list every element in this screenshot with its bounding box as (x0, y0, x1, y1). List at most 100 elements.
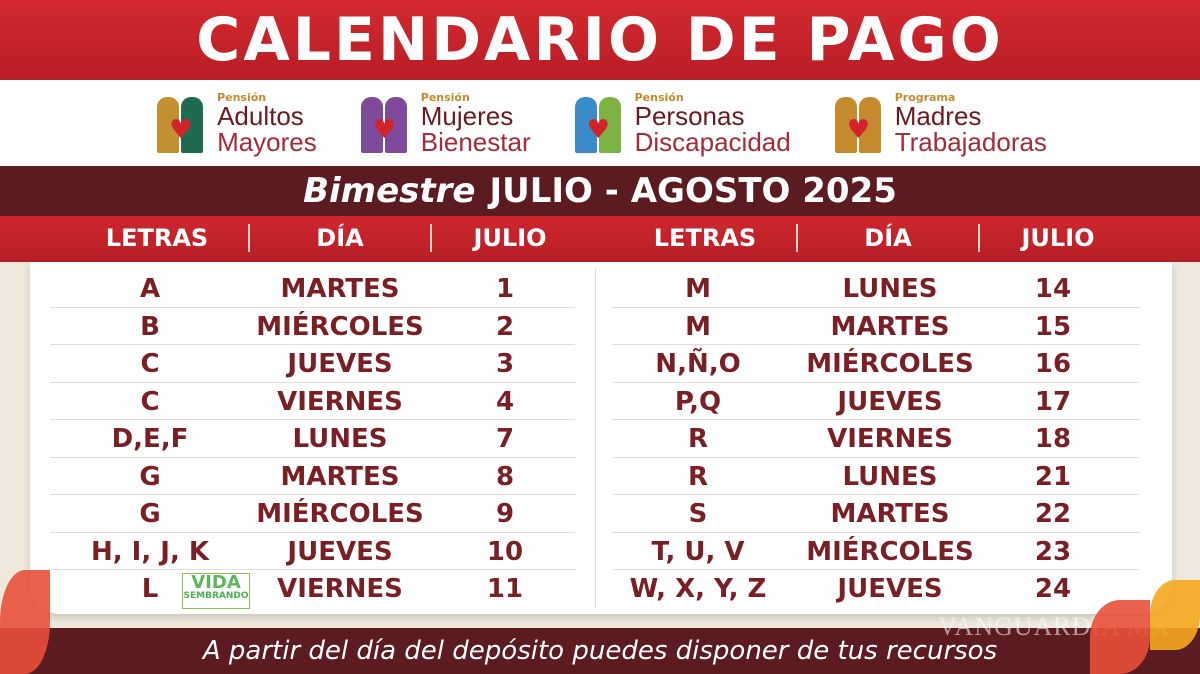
row-letters: G (139, 499, 161, 529)
row-date: 1 (495, 274, 515, 304)
table-row: D,E,F LUNES 7 (50, 420, 575, 458)
row-day: MARTES (830, 499, 950, 529)
row-day: LUNES (292, 424, 388, 454)
footer-note: A partir del día del depósito puedes dis… (0, 628, 1200, 674)
divider (796, 224, 798, 252)
table-row: R LUNES 21 (612, 458, 1140, 495)
row-date: 16 (1034, 349, 1072, 379)
table-row: M LUNES 14 (612, 270, 1140, 308)
period-months: JULIO - AGOSTO 2025 (489, 171, 897, 211)
row-day: JUEVES (287, 349, 393, 379)
row-day: VIERNES (277, 574, 403, 604)
program-icon: ♥ (153, 91, 209, 155)
row-letters: M (685, 274, 711, 304)
row-day: JUEVES (837, 386, 943, 417)
program-logo: ♥ Pensión Adultos Mayores (153, 91, 317, 155)
table-row: B MIÉRCOLES 2 (50, 308, 575, 345)
row-date: 8 (495, 461, 515, 492)
row-day: MIÉRCOLES (806, 349, 974, 379)
program-prefix: Pensión (420, 90, 470, 104)
row-day: MARTES (280, 274, 400, 304)
table-row: C VIERNES 4 (50, 383, 575, 420)
page-title: CALENDARIO DE PAGO (196, 5, 1004, 75)
program-logo: ♥ Pensión Personas Discapacidad (571, 91, 791, 155)
row-date: 17 (1034, 386, 1072, 417)
row-day: JUEVES (837, 574, 943, 604)
program-prefix: Programa (894, 90, 956, 104)
table-row: T, U, V MIÉRCOLES 23 (612, 533, 1140, 570)
divider (248, 224, 250, 252)
divider (430, 224, 432, 252)
row-letters: T, U, V (651, 536, 745, 567)
row-day: VIERNES (277, 386, 403, 417)
row-day: MIÉRCOLES (806, 536, 974, 567)
decorative-leaf (1090, 600, 1150, 674)
row-date: 3 (495, 349, 515, 379)
period-label: Bimestre (303, 171, 476, 211)
row-date: 9 (495, 499, 515, 529)
row-letters: B (140, 311, 160, 342)
divider (978, 224, 980, 252)
sembrando-vida-logo: VIDA SEMBRANDO (182, 573, 250, 609)
program-name-line2: Mayores (217, 126, 317, 157)
table-row: N,Ñ,O MIÉRCOLES 16 (612, 345, 1140, 383)
program-icon: ♥ (571, 91, 627, 155)
row-day: LUNES (842, 461, 938, 492)
table-row: S MARTES 22 (612, 495, 1140, 533)
table-row: C JUEVES 3 (50, 345, 575, 383)
row-date: 11 (486, 574, 524, 604)
row-letters: C (140, 349, 160, 379)
row-letters: C (140, 386, 160, 417)
table-row: W, X, Y, Z JUEVES 24 (612, 570, 1140, 608)
table-row: G MARTES 8 (50, 458, 575, 495)
row-day: VIERNES (827, 424, 953, 454)
row-letters: D,E,F (111, 424, 189, 454)
table-row: L VIERNES 11 (50, 570, 575, 608)
row-letters: L (141, 574, 159, 604)
period-banner: Bimestre JULIO - AGOSTO 2025 (0, 166, 1200, 216)
program-icon: ♥ (831, 91, 887, 155)
row-letters: W, X, Y, Z (629, 574, 767, 604)
program-prefix: Pensión (217, 90, 267, 104)
program-icon: ♥ (357, 91, 413, 155)
row-letters: M (685, 311, 711, 342)
row-day: JUEVES (287, 536, 393, 567)
program-name-line1: Personas (634, 100, 745, 131)
decorative-leaf (1150, 580, 1200, 650)
row-letters: N,Ñ,O (655, 349, 741, 379)
row-letters: R (687, 424, 709, 454)
row-day: MIÉRCOLES (256, 311, 424, 342)
row-letters: S (688, 499, 708, 529)
header-letters: LETRAS (653, 224, 757, 252)
row-day: MIÉRCOLES (256, 499, 424, 529)
program-name-line2: Discapacidad (634, 126, 791, 157)
program-name-line1: Madres (894, 100, 982, 131)
header-letters: LETRAS (105, 224, 209, 252)
program-name-line1: Mujeres (420, 100, 514, 131)
table-row: H, I, J, K JUEVES 10 (50, 533, 575, 570)
title-banner: CALENDARIO DE PAGO (0, 0, 1200, 80)
row-date: 4 (495, 386, 515, 417)
row-date: 14 (1034, 274, 1072, 304)
table-row: A MARTES 1 (50, 270, 575, 308)
row-date: 2 (495, 311, 515, 342)
header-day: DÍA (864, 224, 912, 252)
program-name-line2: Bienestar (420, 126, 531, 157)
row-date: 24 (1034, 574, 1072, 604)
table-row: R VIERNES 18 (612, 420, 1140, 458)
row-date: 22 (1034, 499, 1072, 529)
program-name-line1: Adultos (217, 100, 304, 131)
column-divider (595, 268, 596, 608)
program-name-line2: Trabajadoras (894, 126, 1047, 157)
row-date: 23 (1034, 536, 1072, 567)
schedule-table (30, 262, 1172, 614)
program-logo: ♥ Pensión Mujeres Bienestar (357, 91, 531, 155)
row-letters: H, I, J, K (90, 536, 210, 567)
header-month: JULIO (1021, 224, 1095, 252)
table-row: G MIÉRCOLES 9 (50, 495, 575, 533)
decorative-leaf (0, 570, 50, 674)
row-day: MARTES (830, 311, 950, 342)
program-logos: ♥ Pensión Adultos Mayores ♥ Pensión Mujeres B… (0, 80, 1200, 166)
row-date: 18 (1034, 424, 1072, 454)
row-date: 21 (1034, 461, 1072, 492)
